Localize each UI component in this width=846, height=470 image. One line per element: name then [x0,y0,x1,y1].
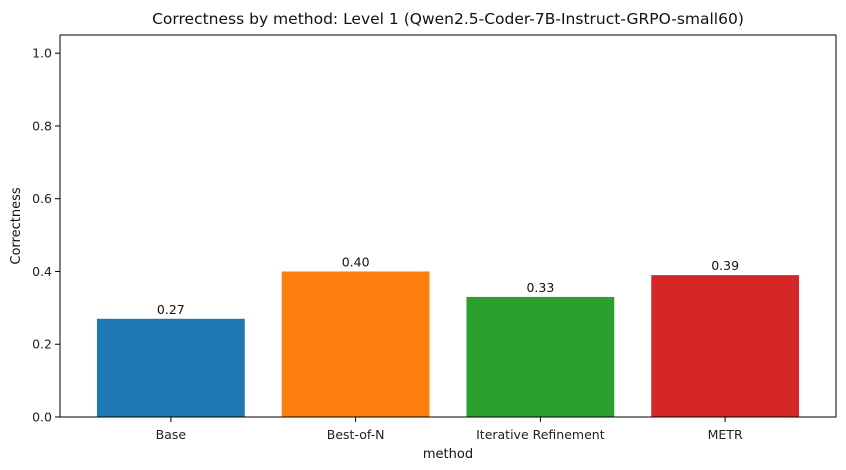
y-tick-label: 0.6 [32,191,52,206]
x-tick-label: Base [156,427,187,442]
bar-value-label: 0.27 [157,302,185,317]
x-tick-label: Best-of-N [327,427,385,442]
y-tick-label: 0.2 [32,337,52,352]
y-tick-label: 0.8 [32,118,52,133]
bar-value-label: 0.40 [342,254,370,269]
y-tick-label: 0.0 [32,410,52,425]
chart-title: Correctness by method: Level 1 (Qwen2.5-… [152,10,744,28]
y-tick-label: 0.4 [32,264,52,279]
y-axis-title: Correctness [9,187,24,264]
bar-metr [651,275,800,417]
plot-frame [59,34,837,418]
x-tick-label: METR [708,427,743,442]
bar-value-label: 0.33 [526,280,554,295]
bars-group: 0.27 0.40 0.33 0.39 [96,254,800,417]
bar-best-of-n [281,271,430,417]
y-tick-label: 1.0 [32,46,52,61]
x-axis: Base Best-of-N Iterative Refinement METR [156,417,743,442]
bar-iterative-refinement [466,296,615,417]
bar-value-label: 0.39 [711,258,739,273]
x-tick-label: Iterative Refinement [476,427,605,442]
y-axis: 0.0 0.2 0.4 0.6 0.8 1.0 [32,46,60,425]
bar-base [96,318,245,417]
x-axis-title: method [423,447,473,462]
